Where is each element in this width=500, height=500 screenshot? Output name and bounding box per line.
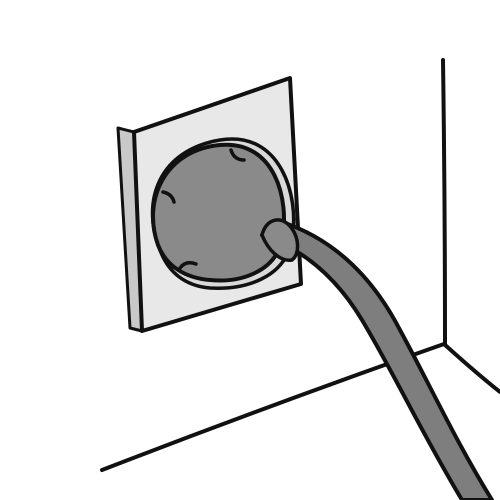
wall-corner-line	[441, 58, 447, 346]
plug-notch-bottom	[178, 260, 198, 270]
plug-notch-left	[161, 190, 176, 204]
plug-neck	[260, 218, 300, 262]
plug-body	[151, 142, 286, 283]
cable	[260, 220, 494, 500]
floor-corner-line	[442, 342, 500, 394]
plug-notch-top	[229, 148, 246, 162]
